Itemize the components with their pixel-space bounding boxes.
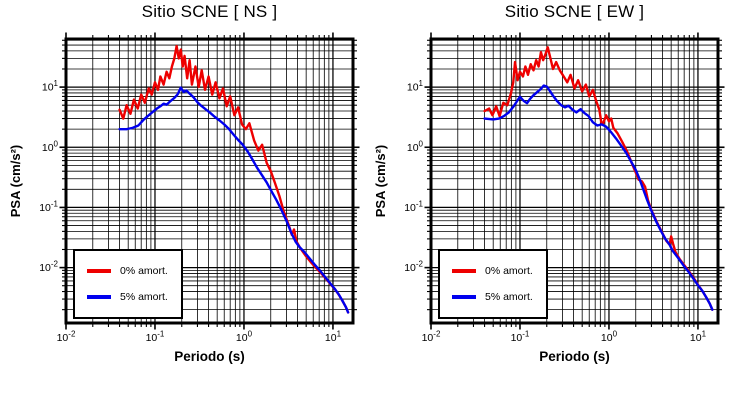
legend-swatch-5pct (452, 295, 476, 299)
x-axis-label: Periodo (s) (174, 349, 245, 364)
axis-ticks (424, 32, 725, 330)
legend-label: 5% amort. (120, 291, 168, 303)
tick-label: 10-2 (404, 260, 423, 275)
y-tick-labels: 101 100 10-1 10-2 (404, 79, 423, 274)
legend-swatch-5pct (87, 295, 111, 299)
chart-title: Sitio SCNE [ NS ] (141, 2, 278, 21)
series-line-1 (118, 86, 350, 314)
tick-label: 100 (601, 330, 618, 345)
legend-item: 0% amort. (452, 263, 546, 279)
legend: 0% amort. 5% amort. (438, 249, 548, 319)
legend-label: 0% amort. (485, 265, 533, 277)
x-tick-labels: 10-2 10-1 100 101 (57, 330, 342, 345)
tick-label: 10-2 (39, 260, 58, 275)
x-tick-labels: 10-2 10-1 100 101 (422, 330, 707, 345)
chart-figure-ns: 10-2 10-1 100 101 101 100 10-1 10-2 Sitio SCNE … (8, 2, 360, 364)
curves (118, 44, 350, 314)
plot-frame (429, 37, 720, 325)
legend-item: 0% amort. (87, 263, 181, 279)
legend-item: 5% amort. (87, 289, 181, 305)
series-line-0 (483, 46, 714, 311)
y-tick-labels: 101 100 10-1 10-2 (39, 79, 58, 274)
tick-label: 101 (407, 79, 424, 94)
tick-label: 101 (690, 330, 707, 345)
tick-label: 100 (407, 139, 424, 154)
tick-label: 100 (42, 139, 59, 154)
tick-label: 101 (42, 79, 59, 94)
y-axis-label: PSA (cm/s²) (373, 144, 388, 218)
tick-label: 10-2 (57, 330, 76, 345)
tick-label: 101 (325, 330, 342, 345)
plot-frame (64, 37, 355, 325)
tick-label: 10-1 (39, 199, 58, 214)
legend-item: 5% amort. (452, 289, 546, 305)
x-axis-label: Periodo (s) (539, 349, 610, 364)
plot-area-ew: 10-2 10-1 100 101 101 100 10-1 10-2 (404, 32, 725, 345)
curves (483, 46, 714, 311)
legend: 0% amort. 5% amort. (73, 249, 183, 319)
tick-label: 10-1 (404, 199, 423, 214)
tick-label: 100 (236, 330, 253, 345)
legend-swatch-0pct (87, 269, 111, 273)
series-line-1 (483, 84, 714, 311)
plot-area-ns: 10-2 10-1 100 101 101 100 10-1 10-2 (39, 32, 360, 345)
legend-label: 5% amort. (485, 291, 533, 303)
axis-ticks (59, 32, 360, 330)
chart-title: Sitio SCNE [ EW ] (504, 2, 645, 21)
tick-label: 10-1 (511, 330, 530, 345)
chart-figure-ew: 10-2 10-1 100 101 101 100 10-1 10-2 Sitio SCNE … (365, 0, 730, 400)
legend-swatch-0pct (452, 269, 476, 273)
tick-label: 10-2 (422, 330, 441, 345)
y-axis-label: PSA (cm/s²) (8, 144, 23, 218)
legend-label: 0% amort. (120, 265, 168, 277)
tick-label: 10-1 (146, 330, 165, 345)
